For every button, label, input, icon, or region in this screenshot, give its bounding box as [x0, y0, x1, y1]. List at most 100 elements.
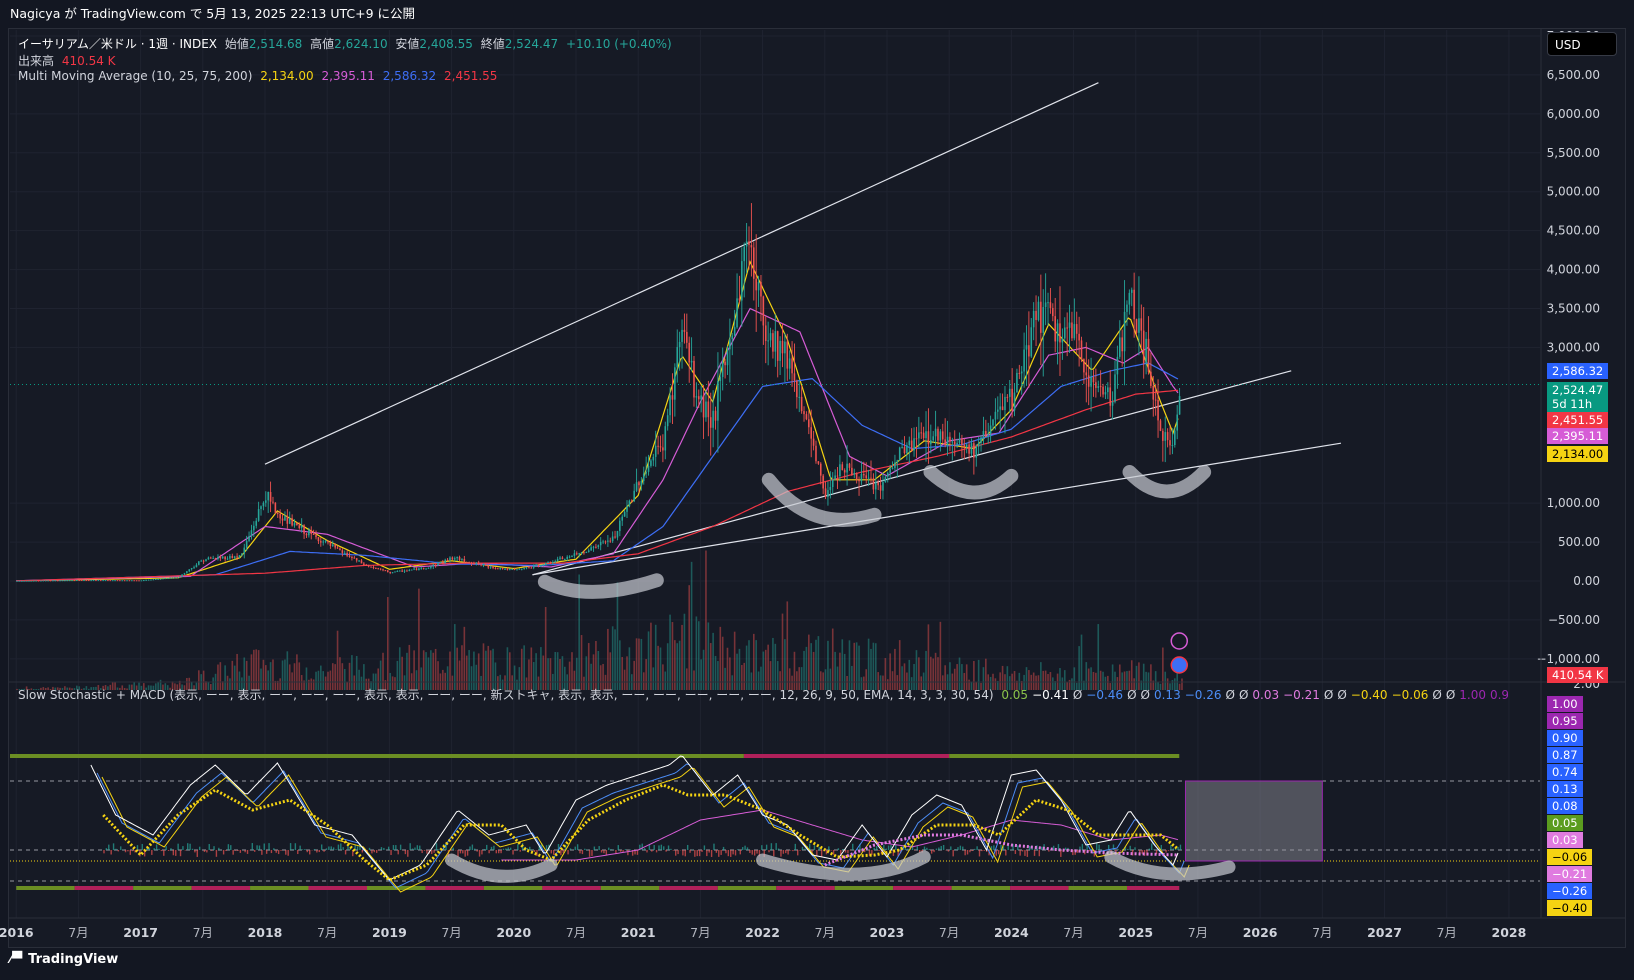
currency-button[interactable]: USD — [1547, 32, 1617, 56]
candle-body — [683, 329, 686, 332]
candle-body — [403, 570, 406, 572]
volume-bar — [269, 662, 272, 690]
volume-bar — [719, 626, 722, 690]
macd-histogram-bar — [309, 850, 311, 855]
macd-histogram-bar — [1096, 843, 1098, 850]
indicator-value-17: Ø — [1445, 688, 1456, 702]
indicator-label[interactable]: Slow Stochastic + MACD (表示, ーー, 表示, ーー, … — [18, 688, 994, 702]
volume-bar — [40, 687, 42, 690]
macd-histogram-bar — [330, 846, 332, 850]
macd-histogram-bar — [342, 847, 344, 850]
macd-histogram-bar — [127, 850, 129, 852]
candle-body — [1176, 414, 1178, 431]
volume-bar — [540, 647, 542, 690]
candle-body — [257, 509, 260, 521]
macd-histogram-bar — [419, 845, 421, 850]
macd-histogram-bar — [639, 844, 641, 850]
macd-histogram-bar — [1093, 850, 1096, 857]
volume-bar — [501, 679, 504, 690]
candle-body — [1052, 307, 1054, 317]
candle-body — [171, 577, 174, 579]
volume-bar — [370, 681, 372, 690]
candle-body — [994, 411, 997, 420]
x-tick-label: 2023 — [870, 925, 905, 940]
candle-body — [621, 516, 624, 521]
indicator-value-11: −0.21 — [1283, 688, 1320, 702]
volume-bar — [133, 682, 136, 690]
volume-bar — [169, 687, 171, 690]
macd-histogram-bar — [493, 845, 495, 850]
candle-body — [83, 580, 85, 582]
candle-body — [561, 557, 564, 560]
candle-body — [741, 261, 743, 301]
volume-label[interactable]: 出来高 — [18, 54, 55, 68]
macd-histogram-bar — [856, 848, 859, 850]
volume-bar — [647, 631, 650, 690]
volume-bar — [994, 678, 997, 690]
volume-bar — [894, 648, 896, 690]
volume-bar — [757, 671, 760, 690]
macd-histogram-bar — [160, 850, 163, 852]
footer-brand[interactable]: ⁄▀ TradingView — [10, 952, 118, 967]
mma-label[interactable]: Multi Moving Average (10, 25, 75, 200) — [18, 69, 253, 83]
candle-body — [379, 568, 382, 570]
macd-histogram-bar — [375, 850, 378, 853]
macd-histogram-bar — [488, 850, 490, 854]
macd-histogram-bar — [117, 850, 120, 852]
candle-body — [985, 431, 987, 435]
osc-axis-label: 0.05 — [1547, 815, 1583, 831]
symbol-label[interactable]: イーサリアム／米ドル · 1週 · INDEX — [18, 37, 218, 51]
candle-body — [35, 580, 37, 582]
macd-histogram-bar — [564, 844, 567, 850]
volume-bar — [867, 638, 870, 690]
volume-bar — [556, 652, 559, 690]
indicator-value-3: −0.46 — [1086, 688, 1124, 702]
candle-body — [389, 572, 391, 574]
candle-body — [1004, 396, 1006, 411]
volume-bar — [114, 681, 116, 690]
volume-bar — [980, 682, 982, 690]
candle-body — [183, 573, 186, 575]
macd-histogram-bar — [251, 843, 254, 850]
candle-body — [1142, 330, 1145, 364]
volume-bar — [839, 652, 841, 690]
candle-body — [23, 580, 25, 582]
macd-histogram-bar — [880, 850, 883, 854]
trend-band-bottom — [776, 886, 835, 890]
volume-bar — [1169, 683, 1171, 690]
macd-histogram-bar — [120, 846, 122, 850]
volume-bar — [705, 550, 707, 690]
candle-body — [248, 536, 250, 541]
volume-bar — [312, 679, 315, 690]
volume-bar — [420, 667, 423, 690]
trend-band-top — [949, 754, 1180, 758]
macd-histogram-bar — [371, 850, 373, 854]
candle-body — [827, 490, 829, 497]
candle-body — [506, 568, 509, 570]
macd-histogram-bar — [907, 848, 909, 850]
volume-bar — [748, 640, 750, 690]
x-tick-label: 7月 — [317, 925, 337, 940]
trend-band-bottom — [600, 886, 660, 890]
candle-body — [953, 441, 956, 445]
candle-body — [590, 547, 592, 551]
candle-body — [568, 556, 571, 558]
macd-histogram-bar — [930, 850, 933, 854]
candle-body — [1090, 377, 1092, 387]
volume-bar — [1171, 680, 1174, 690]
candle-body — [253, 525, 255, 531]
volume-bar — [398, 647, 401, 690]
volume-bar — [764, 649, 767, 690]
volume-bar — [628, 647, 631, 690]
macd-histogram-bar — [598, 846, 600, 850]
mma-legend: Multi Moving Average (10, 25, 75, 200) 2… — [18, 69, 501, 83]
volume-bar — [659, 647, 662, 690]
macd-histogram-bar — [378, 850, 380, 851]
volume-bar — [788, 668, 791, 690]
macd-histogram-bar — [402, 850, 404, 851]
candle-body — [736, 298, 738, 328]
candle-body — [492, 566, 494, 569]
candle-body — [1157, 399, 1159, 421]
macd-histogram-bar — [304, 849, 306, 850]
